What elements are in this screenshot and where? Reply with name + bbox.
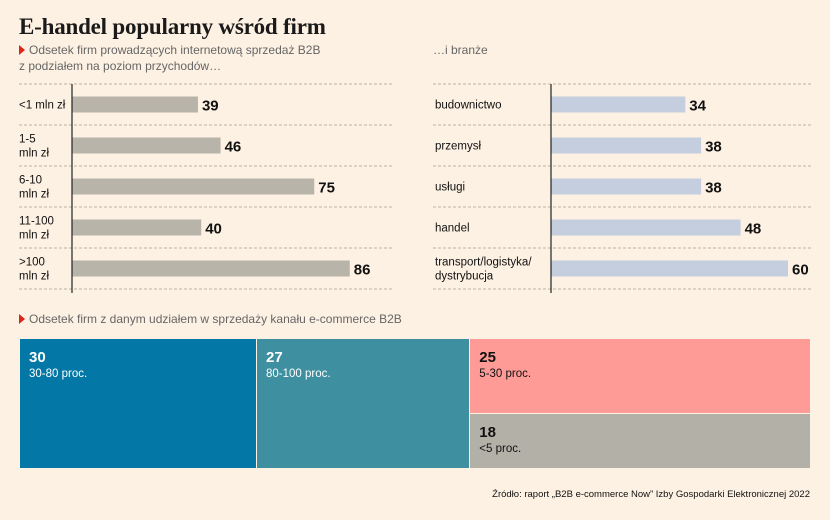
tile-label: 80-100 proc.: [266, 368, 331, 380]
treemap-tile: 30 30-80 proc.: [20, 339, 257, 468]
bar: [72, 178, 315, 195]
value-label: 40: [205, 221, 222, 238]
tile-label: 5-30 proc.: [479, 368, 532, 380]
category-label: przemysł: [435, 141, 481, 153]
value-label: 60: [792, 262, 809, 279]
bar: [551, 219, 741, 236]
bar: [72, 260, 350, 277]
category-label: usługi: [435, 182, 465, 194]
category-label: <1 mln zł: [19, 100, 66, 112]
tile-label: <5 proc.: [479, 443, 522, 455]
bar: [551, 137, 702, 154]
chart-title: E-handel popularny wśród firm: [19, 14, 326, 39]
bar: [551, 178, 702, 195]
category-label: >100 mln zł: [19, 257, 49, 283]
tile-value: 18: [479, 424, 496, 441]
tile-label: 30-80 proc.: [29, 368, 88, 380]
tile-value: 27: [266, 349, 283, 366]
category-label: 1-5 mln zł: [19, 134, 49, 160]
category-label: 6-10 mln zł: [19, 175, 49, 201]
source-note: Źródło: raport „B2B e-commerce Now” Izby…: [492, 489, 810, 500]
category-label: 11-100 mln zł: [19, 216, 54, 242]
value-label: 46: [225, 139, 242, 156]
tile-value: 25: [479, 349, 496, 366]
value-label: 34: [689, 98, 706, 115]
value-label: 39: [202, 98, 219, 115]
subtitle-left: Odsetek firm prowadzących internetową sp…: [19, 42, 320, 74]
bar: [72, 137, 221, 154]
bar-charts: 39 <1 mln zł 46 1-5 mln zł 75 6-10 mln zł 40 11-1…: [19, 83, 812, 293]
industry-bar-chart: 34 budownictwo 38 przemysł 38 usługi 48 handel 6…: [433, 83, 812, 293]
subtitle-bottom-text: Odsetek firm z danym udziałem w sprzedaż…: [29, 312, 402, 326]
subtitle-bottom: Odsetek firm z danym udziałem w sprzedaż…: [19, 311, 402, 327]
category-label: budownictwo: [435, 100, 501, 112]
treemap-tile: 27 80-100 proc.: [257, 339, 471, 468]
category-label: transport/logistyka/dystrybucja: [435, 257, 532, 283]
subtitle-right: …i branże: [433, 43, 488, 57]
value-label: 86: [354, 262, 371, 279]
bar: [72, 96, 198, 113]
value-label: 48: [745, 221, 762, 238]
bar: [551, 260, 788, 277]
tile-value: 30: [29, 349, 46, 366]
bar: [72, 219, 202, 236]
value-label: 38: [705, 180, 722, 197]
category-label: handel: [435, 223, 470, 235]
bar: [551, 96, 686, 113]
subtitle-left-line2: z podziałem na poziom przychodów…: [19, 59, 222, 73]
treemap-tile: 25 5-30 proc.: [470, 339, 810, 414]
subtitle-left-line1: Odsetek firm prowadzących internetową sp…: [29, 43, 321, 57]
red-triangle-icon: [19, 45, 25, 55]
value-label: 38: [705, 139, 722, 156]
red-triangle-icon: [19, 314, 25, 324]
value-label: 75: [318, 180, 335, 197]
revenue-bar-chart: 39 <1 mln zł 46 1-5 mln zł 75 6-10 mln zł 40 11-1…: [19, 83, 392, 293]
treemap-tile: 18 <5 proc.: [470, 414, 810, 468]
